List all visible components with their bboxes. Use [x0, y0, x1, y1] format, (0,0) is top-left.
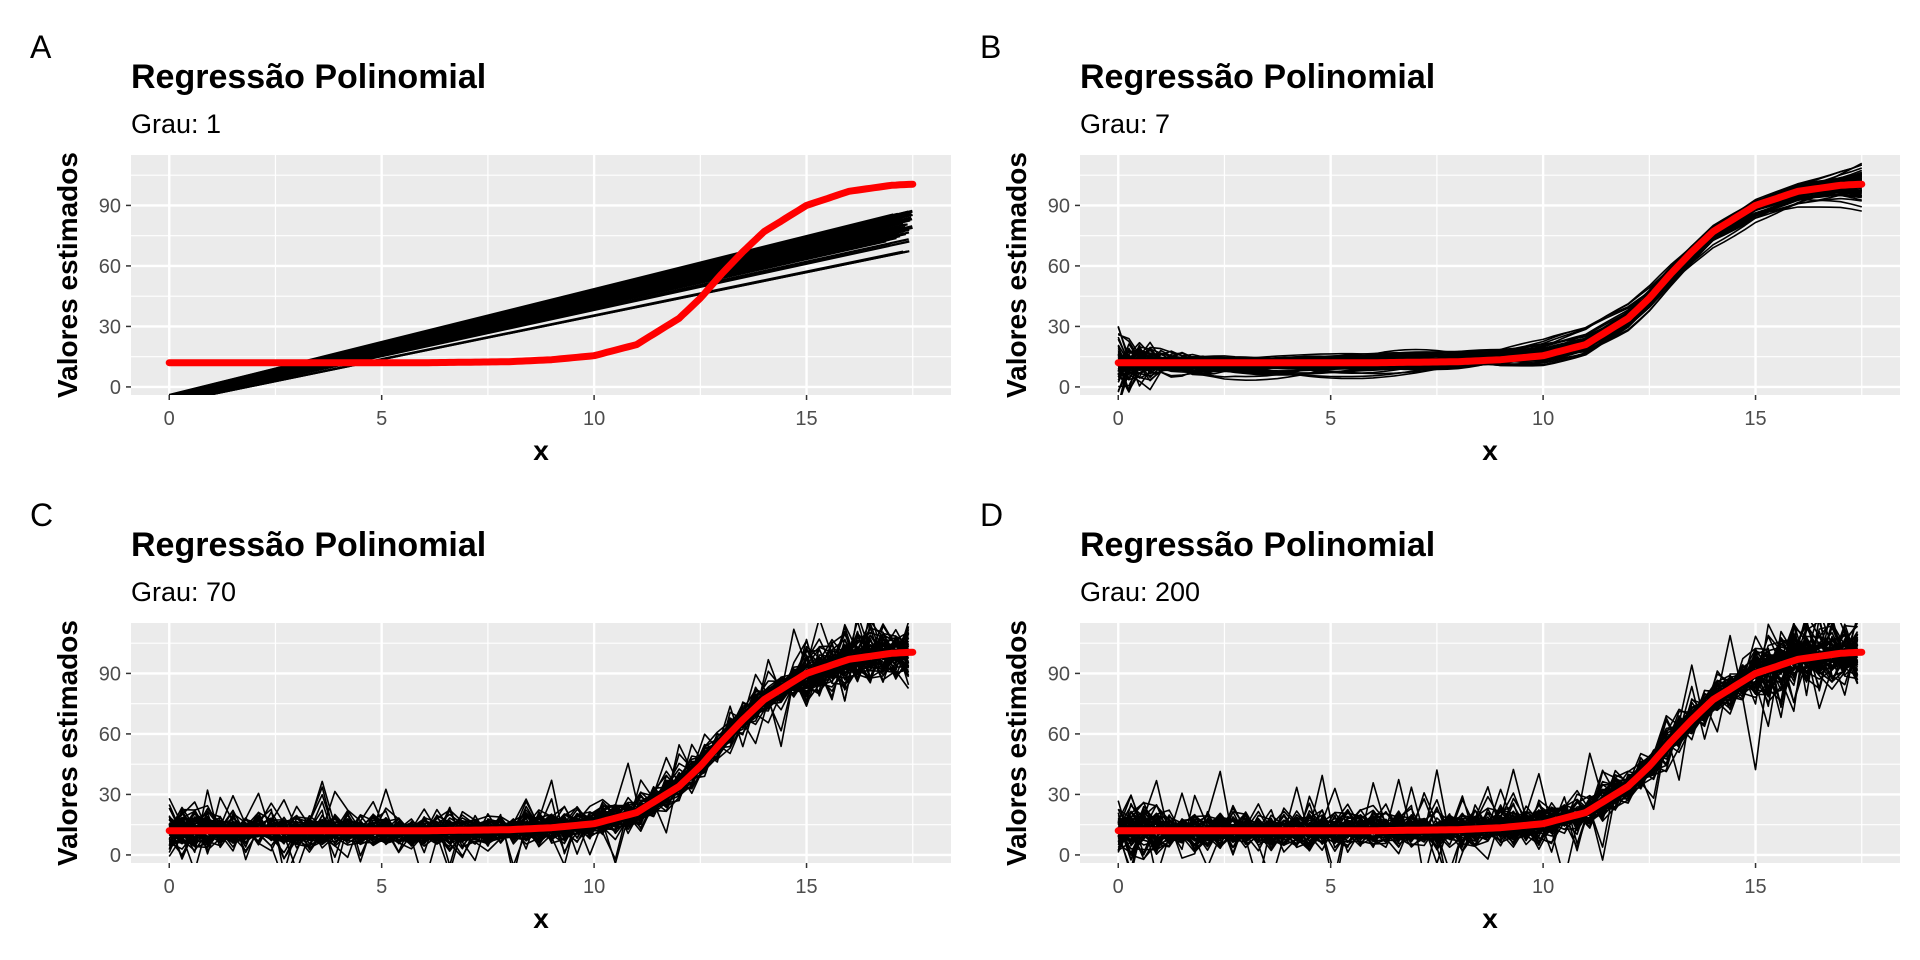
panel-tag: D: [980, 497, 1003, 533]
panel-d: D Regressão Polinomial Grau: 200 0 5 10 150…: [980, 497, 1900, 934]
true-curve-line: [1114, 648, 1866, 835]
simulated-fit-line: [196, 238, 909, 395]
x-tick-label: 0: [1113, 408, 1124, 430]
y-tick-label: 0: [1059, 377, 1070, 399]
y-tick-label: 0: [110, 377, 121, 399]
y-axis-label: Valores estimados: [52, 620, 83, 866]
x-axis-label: x: [1482, 903, 1498, 934]
y-axis-label: Valores estimados: [1001, 620, 1032, 866]
simulated-fit-line: [1117, 623, 1859, 863]
axis-ticks: 0 5 10 15 0 30 60 90: [1048, 195, 1767, 430]
x-tick-label: 5: [376, 876, 387, 898]
axis-ticks: 0 5 10 15 0 30 60 90: [99, 195, 818, 430]
plot-area: [131, 155, 951, 395]
panel-b: B Regressão Polinomial Grau: 7 0 5 10 15 0 30…: [980, 29, 1900, 466]
panel-title: Regressão Polinomial: [131, 526, 486, 564]
grid: [1080, 623, 1900, 863]
x-tick-label: 15: [1744, 408, 1766, 430]
x-axis-label: x: [1482, 435, 1498, 466]
panel-subtitle: Grau: 1: [131, 109, 221, 139]
y-tick-label: 0: [110, 845, 121, 867]
true-curve: [165, 180, 917, 367]
simulated-fit-line: [174, 219, 898, 395]
simulated-fit-line: [168, 637, 910, 852]
x-tick-label: 0: [1113, 876, 1124, 898]
y-tick-label: 90: [99, 663, 121, 685]
panel-title: Regressão Polinomial: [1080, 58, 1435, 96]
y-axis-label: Valores estimados: [52, 152, 83, 398]
true-curve-line: [1114, 180, 1866, 367]
true-curve-line: [165, 180, 917, 367]
y-tick-label: 90: [99, 195, 121, 217]
true-curve-line: [165, 648, 917, 835]
y-tick-label: 30: [1048, 316, 1070, 338]
x-tick-label: 5: [1325, 876, 1336, 898]
x-tick-label: 5: [376, 408, 387, 430]
x-tick-label: 10: [583, 408, 605, 430]
panel-subtitle: Grau: 7: [1080, 109, 1170, 139]
panel-tag: C: [30, 497, 53, 533]
panel-tag: A: [30, 29, 52, 65]
true-curve: [1114, 180, 1866, 367]
x-tick-label: 15: [1744, 876, 1766, 898]
simulated-fit-line: [178, 221, 901, 395]
x-tick-label: 10: [1532, 408, 1554, 430]
x-tick-label: 15: [795, 408, 817, 430]
y-tick-label: 90: [1048, 195, 1070, 217]
y-tick-label: 60: [1048, 724, 1070, 746]
simulated-fits: [168, 209, 913, 395]
x-axis-label: x: [533, 435, 549, 466]
y-tick-label: 90: [1048, 663, 1070, 685]
y-tick-label: 0: [1059, 845, 1070, 867]
x-tick-label: 10: [583, 876, 605, 898]
true-curve: [1114, 648, 1866, 835]
y-tick-label: 60: [99, 724, 121, 746]
panel-tag: B: [980, 29, 1001, 65]
x-axis-label: x: [533, 903, 549, 934]
y-tick-label: 60: [1048, 256, 1070, 278]
simulated-fit-line: [168, 638, 909, 863]
y-tick-label: 30: [99, 316, 121, 338]
panel-subtitle: Grau: 200: [1080, 577, 1200, 607]
y-axis-label: Valores estimados: [1001, 152, 1032, 398]
true-curve: [165, 648, 917, 835]
x-tick-label: 10: [1532, 876, 1554, 898]
x-tick-label: 15: [795, 876, 817, 898]
simulated-fit-line: [181, 223, 906, 395]
y-tick-label: 60: [99, 256, 121, 278]
panel-c: C Regressão Polinomial Grau: 70 0 5 10 15 0 3…: [30, 497, 951, 934]
simulated-fit-line: [187, 228, 906, 395]
axis-ticks: 0 5 10 15 0 30 60 90: [99, 663, 818, 898]
simulated-fit-line: [190, 232, 904, 395]
y-tick-label: 30: [99, 784, 121, 806]
simulated-fit-line: [1118, 635, 1858, 860]
x-tick-label: 0: [164, 408, 175, 430]
panel-a: A Regressão Polinomial Grau: 1 0 5 10 15 0 30…: [30, 29, 951, 466]
axis-ticks: 0 5 10 15 0 30 60 90: [1048, 663, 1767, 898]
x-tick-label: 5: [1325, 408, 1336, 430]
panel-title: Regressão Polinomial: [131, 58, 486, 96]
simulated-fit-line: [202, 250, 908, 395]
panel-title: Regressão Polinomial: [1080, 526, 1435, 564]
panel-subtitle: Grau: 70: [131, 577, 236, 607]
y-tick-label: 30: [1048, 784, 1070, 806]
x-tick-label: 0: [164, 876, 175, 898]
